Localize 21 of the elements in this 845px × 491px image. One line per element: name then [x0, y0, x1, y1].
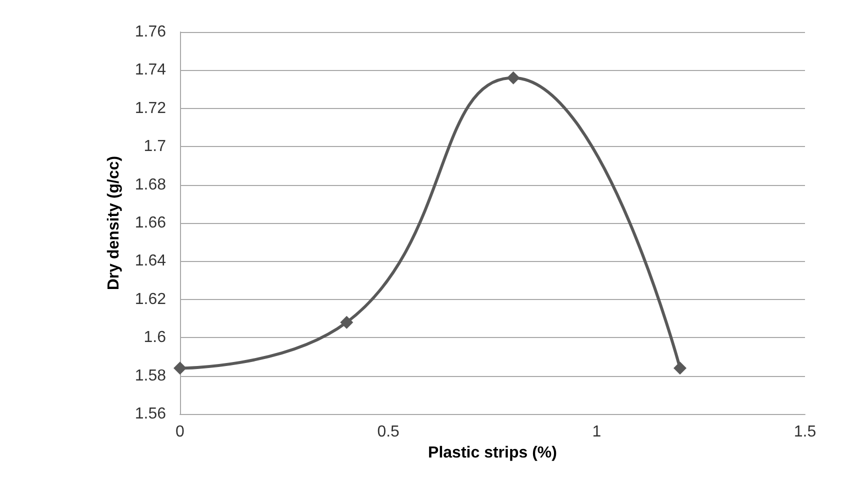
y-tick-label: 1.62 — [134, 290, 166, 308]
y-tick-label: 1.7 — [144, 138, 166, 156]
x-tick-label: 1 — [592, 424, 602, 440]
x-tick-label: 0.5 — [377, 424, 400, 440]
y-tick-label: 1.74 — [134, 62, 166, 79]
x-axis-title: Plastic strips (%) — [428, 444, 557, 462]
y-tick-label: 1.56 — [134, 406, 166, 422]
y-tick-label: 1.64 — [134, 252, 166, 270]
y-tick-label: 1.76 — [134, 24, 166, 40]
point — [174, 362, 186, 375]
y-tick-label: 1.58 — [134, 367, 166, 384]
point — [506, 71, 520, 84]
x-tick-label: 1.5 — [794, 424, 816, 440]
y-tick-label: 1.66 — [134, 214, 166, 232]
point — [340, 316, 354, 329]
point — [674, 362, 686, 375]
x-tick-label: 0 — [176, 424, 185, 440]
y-tick-label: 1.68 — [134, 176, 166, 194]
y-axis-title: Dry density (g/cc) — [106, 156, 122, 290]
y-tick-label: 1.6 — [144, 329, 166, 346]
y-tick-label: 1.72 — [134, 100, 166, 117]
